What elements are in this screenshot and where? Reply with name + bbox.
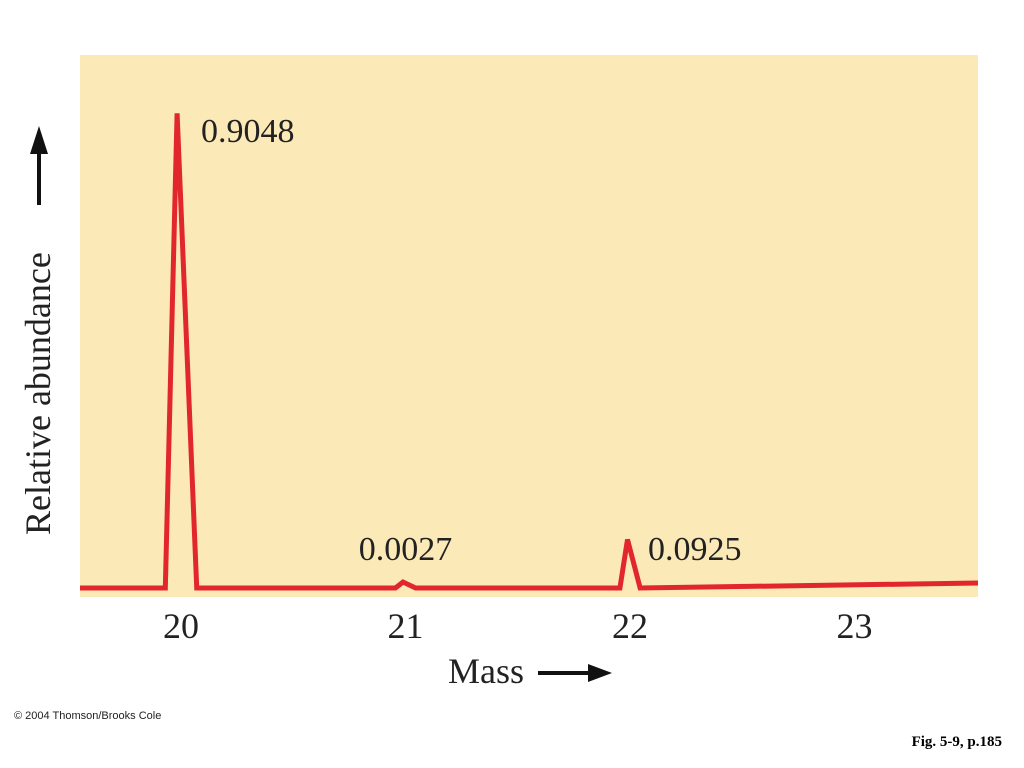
x-axis-label: Mass — [448, 651, 524, 691]
peak-label: 0.0925 — [648, 531, 742, 568]
y-axis-arrow — [30, 126, 48, 205]
plot-background — [80, 55, 978, 597]
copyright-notice: © 2004 Thomson/Brooks Cole — [14, 710, 162, 722]
x-tick-label: 20 — [163, 606, 199, 646]
x-axis-arrow — [538, 664, 612, 682]
figure-caption: Fig. 5-9, p.185 — [911, 734, 1002, 750]
spectrum-line — [80, 113, 979, 591]
peak-labels: 0.9048 0.0027 0.0925 — [201, 113, 742, 568]
y-axis-label: Relative abundance — [18, 252, 58, 535]
x-tick-label: 23 — [837, 606, 873, 646]
peak-label: 0.0027 — [359, 531, 453, 568]
x-tick-label: 22 — [612, 606, 648, 646]
peak-label: 0.9048 — [201, 113, 295, 150]
x-tick-labels: 20 21 22 23 — [163, 606, 873, 646]
x-tick-label: 21 — [388, 606, 424, 646]
